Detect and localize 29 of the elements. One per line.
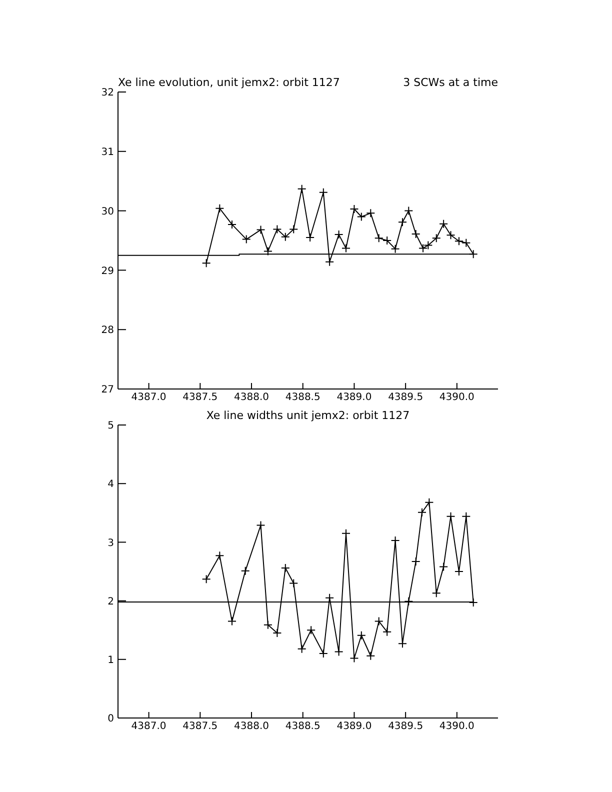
x-tick-label: 4387.5: [182, 721, 218, 732]
y-tick-label: 4: [108, 479, 114, 490]
x-tick-label: 4388.5: [285, 392, 320, 404]
y-tick-label: 27: [101, 384, 114, 396]
x-tick-label: 4389.0: [336, 721, 372, 732]
x-tick-label: 4387.5: [182, 392, 218, 404]
chart-title: Xe line widths unit jemx2: orbit 1127: [206, 409, 410, 422]
x-tick-label: 4388.0: [234, 392, 270, 404]
y-tick-label: 2: [108, 596, 114, 608]
chart-title: Xe line evolution, unit jemx2: orbit 1127: [118, 76, 340, 89]
chart-subtitle: 3 SCWs at a time: [403, 76, 498, 89]
x-tick-label: 4387.0: [131, 392, 166, 404]
y-tick-label: 5: [108, 420, 114, 432]
x-tick-label: 4387.0: [131, 721, 166, 732]
y-tick-label: 32: [101, 88, 114, 99]
x-tick-label: 4389.5: [388, 721, 424, 732]
x-tick-label: 4389.5: [388, 392, 424, 404]
x-tick-label: 4390.0: [439, 721, 474, 732]
y-tick-label: 30: [101, 206, 114, 218]
y-tick-label: 28: [101, 325, 114, 336]
y-tick-label: 0: [108, 714, 114, 725]
y-tick-label: 31: [101, 146, 114, 158]
y-tick-label: 3: [108, 538, 114, 549]
x-tick-label: 4388.5: [285, 721, 320, 732]
x-tick-label: 4390.0: [439, 392, 474, 404]
y-tick-label: 29: [101, 266, 114, 277]
y-tick-label: 1: [108, 654, 114, 666]
x-tick-label: 4388.0: [234, 721, 270, 732]
x-tick-label: 4389.0: [336, 392, 372, 404]
